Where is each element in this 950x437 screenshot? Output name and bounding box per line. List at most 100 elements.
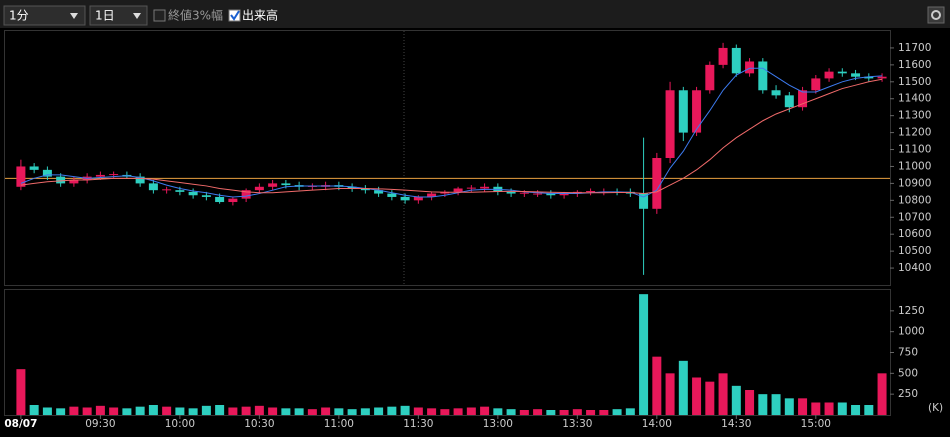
volume-bar [758,394,768,415]
volume-bar [162,406,172,415]
dropdown-arrow [70,13,78,19]
volume-bar [625,408,635,415]
volume-bar [254,405,264,415]
candle-body [837,71,847,74]
candle-body [135,176,145,184]
x-tick-label: 08/07 [4,418,37,430]
volume-bar [374,407,384,415]
volume-bar [586,410,596,415]
volume-bar [294,408,304,415]
dropdown-arrow [133,13,141,19]
x-tick-label: 09:30 [85,418,115,430]
candle-body [533,193,543,195]
candle-body [639,193,649,209]
y-tick-label: 500 [898,367,918,379]
volume-bar [771,394,781,415]
volume-bar [360,408,370,415]
volume-bar [453,408,463,415]
check-mark [230,10,240,21]
y-tick-label: 10500 [898,245,931,257]
candle-body [148,183,158,191]
volume-bar [480,406,490,415]
volume-bar [705,381,715,415]
y-tick-label: 1250 [898,305,925,317]
volume-bar [692,377,702,415]
volume-bar [400,405,410,415]
checkbox-checked[interactable] [228,9,241,22]
candle-body [374,190,384,194]
price-panel [4,30,891,286]
volume-bar [387,406,397,415]
y-tick-label: 11500 [898,76,931,88]
candle-body [16,166,26,187]
x-tick-label: 10:00 [165,418,195,430]
volume-bar [572,409,582,415]
candle-body [228,198,238,203]
candle-body [69,180,79,184]
volume-bar [175,407,185,415]
volume-bar [69,406,79,415]
volume-bar [466,407,476,415]
volume-bar [824,402,834,415]
candle-body [718,47,728,65]
candle-body [519,192,529,194]
x-tick-label: 13:30 [562,418,592,430]
y-tick-label: 10800 [898,194,931,206]
volume-bar [135,406,145,415]
candle-body [347,186,357,189]
candle-body [175,190,185,192]
volume-bar [519,410,529,415]
volume-bar [42,407,52,415]
candle-body [466,187,476,189]
y-tick-label: 11100 [898,144,931,156]
volume-bar [665,373,675,415]
checkbox[interactable] [153,9,166,22]
candle-body [42,169,52,177]
candle-body [705,64,715,91]
volume-bar [678,360,688,415]
volume-bar [427,408,437,415]
candle-body [162,189,172,191]
candle-body [400,196,410,201]
candle-body [281,183,291,186]
x-tick-label: 11:30 [403,418,433,430]
candle-body [268,183,278,187]
candle-body [745,61,755,74]
settings-button[interactable] [927,6,945,24]
volume-bar [546,410,556,415]
volume-bar [493,408,503,415]
range-select[interactable] [89,5,148,26]
candle-body [758,61,768,91]
volume-bar [718,373,728,415]
volume-bar [784,398,794,415]
volume-bar [612,409,622,415]
candle-body [188,191,198,196]
volume-bar [148,405,158,415]
y-tick-label: 250 [898,388,918,400]
checkbox-label: 出来高 [242,8,278,23]
candle-body [506,191,516,194]
y-tick-label: 11400 [898,93,931,105]
volume-bar [413,407,423,415]
candle-body [453,188,463,192]
volume-bar [56,408,66,415]
y-tick-label: 11300 [898,110,931,122]
candle-body [665,90,675,158]
x-tick-label: 13:00 [483,418,513,430]
interval-select[interactable] [3,5,86,26]
moving-average [20,67,883,198]
checkbox-label: 終値3%幅 [168,8,223,23]
candle-body [586,191,596,193]
candle-body [692,90,702,133]
volume-bar [109,407,119,415]
candle-body [201,195,211,197]
candle-body [254,186,264,191]
volume-bar [798,398,808,415]
volume-bar [533,409,543,415]
y-tick-label: 10600 [898,228,931,240]
volume-bar [864,405,874,415]
volume-bar [652,356,662,415]
y-tick-label: 10700 [898,211,931,223]
y-tick-label: 750 [898,347,918,359]
